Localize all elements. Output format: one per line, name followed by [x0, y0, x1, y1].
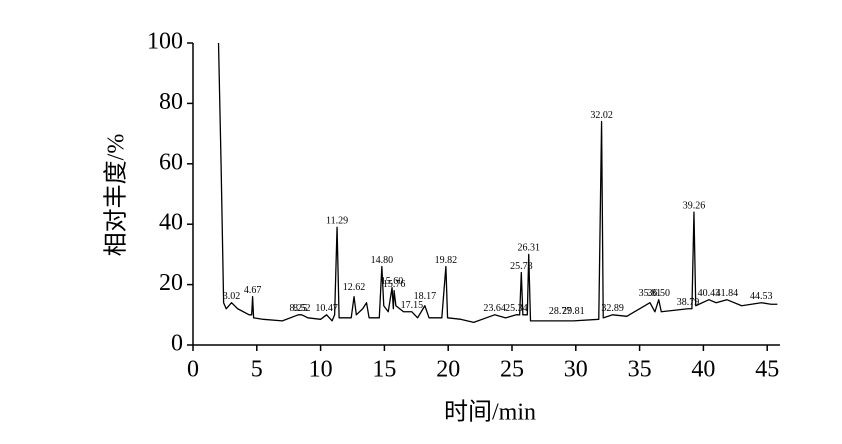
peak-label: 40.43 [698, 288, 721, 299]
y-tick-label: 40 [159, 210, 183, 236]
x-tick-label: 15 [372, 357, 396, 383]
peak-label: 19.82 [435, 255, 458, 266]
x-tick-label: 40 [691, 357, 715, 383]
peak-label: 44.53 [750, 291, 773, 302]
peak-label: 11.29 [326, 216, 348, 227]
x-tick-label: 45 [755, 357, 779, 383]
x-tick-label: 0 [187, 357, 199, 383]
peak-label: 28.77 [549, 306, 572, 317]
x-axis-label: 时间/min [444, 399, 536, 426]
peak-label: 8.25 [290, 303, 308, 314]
peak-label: 38.79 [677, 297, 700, 308]
x-tick-label: 20 [436, 357, 460, 383]
y-tick-label: 20 [159, 270, 183, 296]
peak-label: 41.84 [716, 288, 739, 299]
peak-label: 32.02 [590, 110, 613, 121]
peak-label: 36.50 [647, 288, 670, 299]
peak-label: 15.76 [383, 279, 406, 290]
peak-label: 26.31 [517, 243, 540, 254]
peak-label: 14.80 [371, 255, 394, 266]
x-tick-label: 5 [251, 357, 263, 383]
x-tick-label: 35 [628, 357, 652, 383]
peak-label: 8.52 [293, 303, 311, 314]
peak-label: 35.81 [639, 288, 662, 299]
y-tick-label: 60 [159, 149, 183, 175]
x-tick-label: 10 [309, 357, 333, 383]
y-tick-label: 100 [147, 29, 183, 55]
peak-label: 39.26 [683, 200, 706, 211]
peak-label: 10.47 [315, 303, 338, 314]
peak-label: 23.64 [483, 303, 506, 314]
y-tick-label: 80 [159, 89, 183, 115]
peak-label: 3.02 [223, 291, 241, 302]
y-tick-label: 0 [171, 331, 183, 357]
peak-label: 4.67 [244, 285, 262, 296]
peak-label: 32.89 [601, 303, 624, 314]
chromatogram-line [217, 42, 778, 323]
peak-label: 18.17 [414, 291, 437, 302]
peak-label: 29.81 [562, 306, 585, 317]
peak-label: 17.15 [401, 300, 424, 311]
peak-label: 15.60 [381, 276, 404, 287]
y-axis-label: 相对丰度/% [103, 134, 130, 257]
peak-label: 25.73 [510, 261, 533, 272]
x-tick-label: 30 [564, 357, 588, 383]
peak-label: 12.62 [343, 282, 366, 293]
peak-label: 25.34 [505, 303, 528, 314]
x-tick-label: 25 [500, 357, 524, 383]
